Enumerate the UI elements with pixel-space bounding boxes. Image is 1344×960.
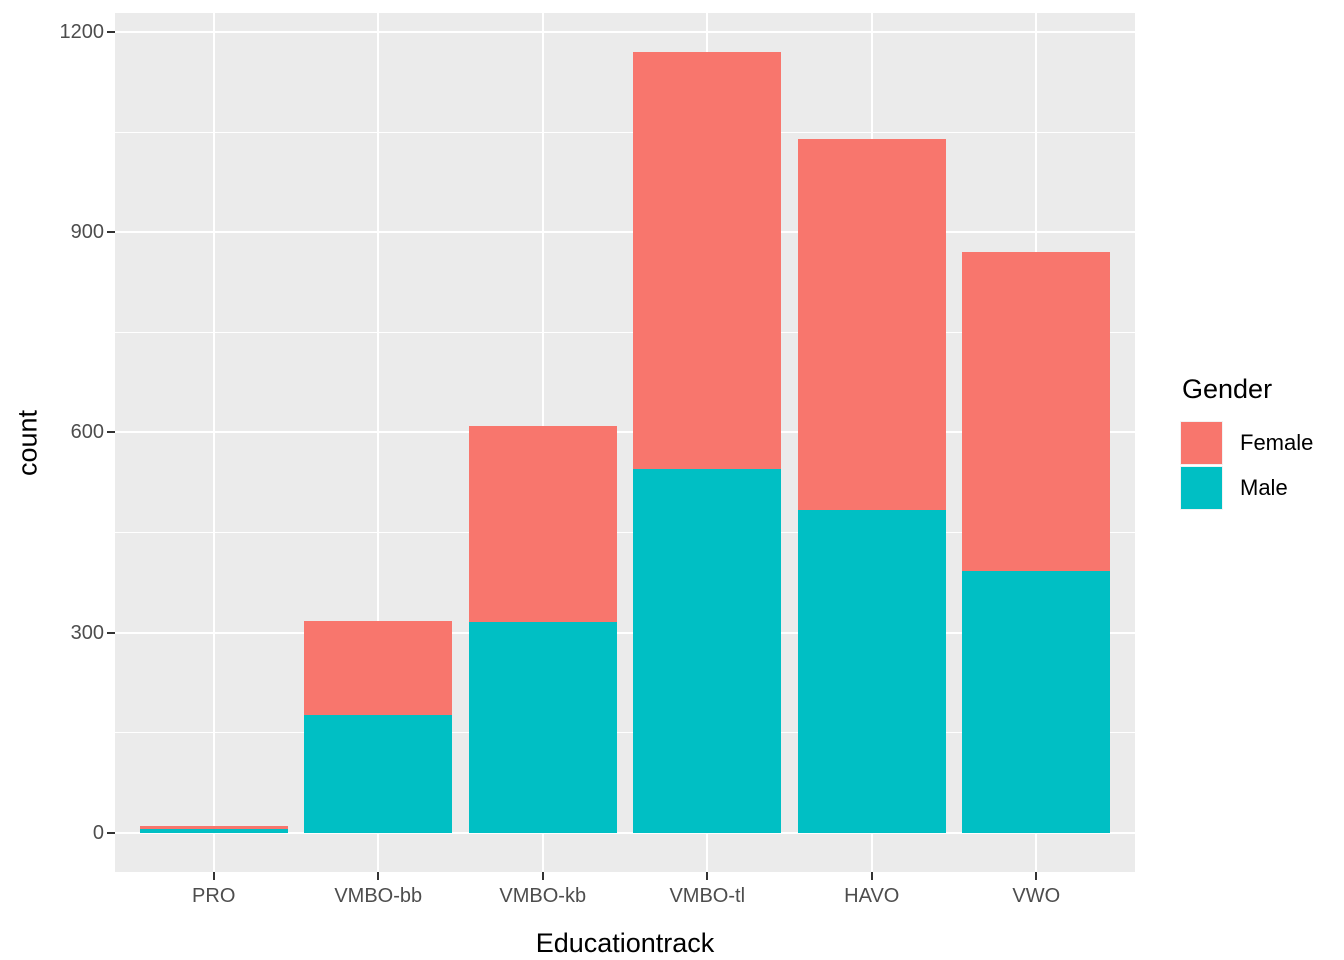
bar-vmbo-tl-male (633, 469, 782, 833)
x-tick-label: HAVO (844, 885, 900, 907)
x-tick-label: PRO (192, 885, 236, 907)
x-tick-label: VMBO-bb (334, 885, 423, 907)
y-tick-mark (107, 631, 115, 634)
legend-swatch-female (1181, 422, 1222, 464)
legend-title: Gender (1182, 374, 1273, 404)
gridline-major-vertical (377, 13, 380, 872)
x-tick-label: VWO (1012, 885, 1061, 907)
y-tick-label: 300 (70, 621, 104, 644)
bar-vmbo-bb-male (304, 715, 453, 833)
bar-vmbo-bb-female (304, 621, 453, 716)
bar-havo-female (797, 138, 946, 510)
plot-panel (115, 13, 1135, 872)
y-tick-mark (107, 431, 115, 434)
gridline-minor-horizontal (115, 532, 1135, 534)
bar-vmbo-kb-male (468, 622, 617, 833)
x-axis-title: Educationtrack (535, 928, 715, 958)
bar-vwo-female (962, 252, 1111, 572)
legend-swatch-male (1181, 467, 1222, 509)
gridline-minor-horizontal (115, 131, 1135, 133)
legend-label: Female (1240, 430, 1314, 455)
gridline-major-horizontal (115, 31, 1135, 34)
x-tick-label: VMBO-tl (669, 885, 746, 907)
gridline-minor-horizontal (115, 331, 1135, 333)
x-tick-mark (212, 872, 215, 880)
y-axis-title: count (12, 409, 43, 477)
legend-key (1180, 421, 1223, 465)
bar-pro-male (139, 828, 288, 833)
x-tick-mark (870, 872, 873, 880)
y-tick-label: 1200 (59, 21, 105, 44)
y-tick-mark (107, 231, 115, 234)
legend-key (1180, 466, 1223, 510)
gridline-major-horizontal (115, 431, 1135, 434)
gridline-major-horizontal (115, 631, 1135, 634)
y-tick-label: 0 (92, 821, 104, 844)
bar-vwo-male (962, 571, 1111, 833)
x-tick-mark (541, 872, 544, 880)
y-tick-mark (107, 31, 115, 34)
y-tick-label: 600 (70, 421, 104, 444)
x-tick-mark (706, 872, 709, 880)
y-tick-label: 900 (70, 221, 104, 244)
gridline-major-horizontal (115, 831, 1135, 834)
gridline-minor-horizontal (115, 732, 1135, 734)
y-tick-mark (107, 831, 115, 834)
bar-pro-female (139, 825, 288, 829)
x-tick-mark (377, 872, 380, 880)
bar-havo-male (797, 509, 946, 833)
bar-vmbo-tl-female (633, 52, 782, 470)
x-tick-mark (1035, 872, 1038, 880)
gridline-major-vertical (212, 13, 215, 872)
x-tick-label: VMBO-kb (499, 885, 587, 907)
bar-vmbo-kb-female (468, 426, 617, 623)
legend-label: Male (1240, 475, 1288, 500)
gridline-major-horizontal (115, 231, 1135, 234)
